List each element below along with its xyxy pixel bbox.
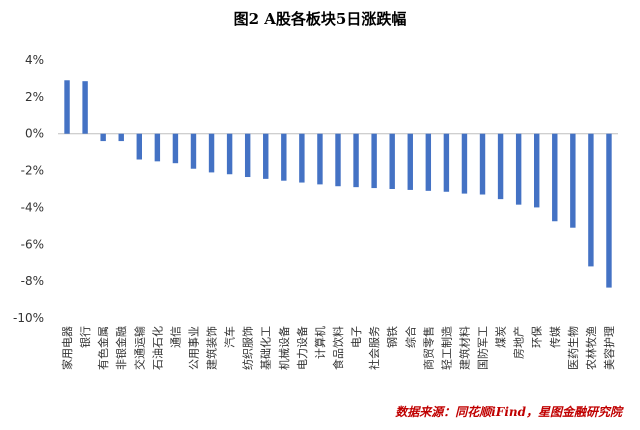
bar [172,133,179,164]
x-tick-label: 社会服务 [367,326,381,370]
x-tick-label: 基础化工 [259,326,273,370]
x-tick-label: 汽车 [223,326,237,348]
bar [443,133,450,192]
bar [263,133,269,179]
y-tick-label: -4% [21,200,44,214]
bar [534,133,540,208]
x-tick-label: 煤炭 [495,326,508,348]
source-note: 数据来源：同花顺iFind，星图金融研究院 [395,405,624,419]
bar [407,133,413,190]
y-axis-ticks: 4% 2% 0% -2% -4% -6% -8% -10% [13,53,44,325]
x-tick-label: 环保 [530,326,544,348]
bar [461,133,468,194]
x-tick-label: 国防军工 [476,326,490,370]
bar [226,133,233,175]
x-tick-label: 家用电器 [60,326,74,370]
x-tick-label: 钢铁 [386,326,399,348]
x-tick-label: 轻工制造 [439,326,453,370]
x-tick-label: 石油石化 [150,326,164,370]
bar [335,133,341,187]
bar [244,133,251,178]
chart-title: 图2 A股各板块5日涨跌幅 [234,10,407,28]
bar [389,133,395,189]
y-tick-label: -6% [21,237,44,251]
bar [588,133,594,267]
x-axis-labels: 家用电器 银行 有色金属 非银金融 交通运输 石油石化 通信 公用事业 建筑装饰 汽车 纺织服饰 基础… [60,326,616,370]
bar [136,133,142,160]
bar [497,133,504,200]
y-tick-label: 4% [25,53,44,67]
x-tick-label: 有色金属 [96,326,110,370]
bar [353,133,359,188]
bar [371,133,377,189]
x-tick-label: 农林牧渔 [584,326,598,370]
bar [208,133,215,173]
bar [515,133,522,205]
bar [479,133,486,195]
x-tick-label: 计算机 [313,326,327,359]
x-tick-label: 通信 [169,326,182,348]
bar [570,133,576,228]
bar [317,133,323,185]
x-tick-label: 建筑材料 [457,326,471,370]
bar [118,133,124,142]
y-tick-label: 0% [25,127,44,141]
y-tick-label: 2% [25,90,44,104]
x-tick-label: 美容护理 [602,326,616,370]
x-tick-label: 纺织服饰 [241,326,255,370]
bar [552,133,558,222]
x-tick-label: 建筑装饰 [205,326,219,370]
y-tick-label: -2% [21,164,44,178]
bar [281,133,287,181]
x-tick-label: 非银金融 [114,326,128,370]
x-tick-label: 银行 [78,326,92,348]
bars [64,80,612,288]
x-tick-label: 机械设备 [277,326,291,370]
bar [82,81,88,134]
x-tick-label: 公用事业 [187,326,200,370]
x-tick-label: 交通运输 [132,326,146,370]
x-tick-label: 房地产 [512,326,526,359]
y-tick-label: -8% [21,274,44,288]
x-tick-label: 电力设备 [295,326,309,370]
bar [299,133,305,183]
bar [154,133,161,162]
x-tick-label: 传媒 [549,326,562,348]
x-tick-label: 食品饮料 [331,326,345,370]
bar [100,133,106,142]
bar [190,133,197,169]
bar [606,133,612,288]
y-tick-label: -10% [13,311,44,325]
bar [425,133,432,191]
x-tick-label: 综合 [403,326,417,348]
bar [64,80,70,134]
x-tick-label: 电子 [350,326,363,348]
x-tick-label: 商贸零售 [421,326,435,370]
x-tick-label: 医药生物 [566,326,580,370]
